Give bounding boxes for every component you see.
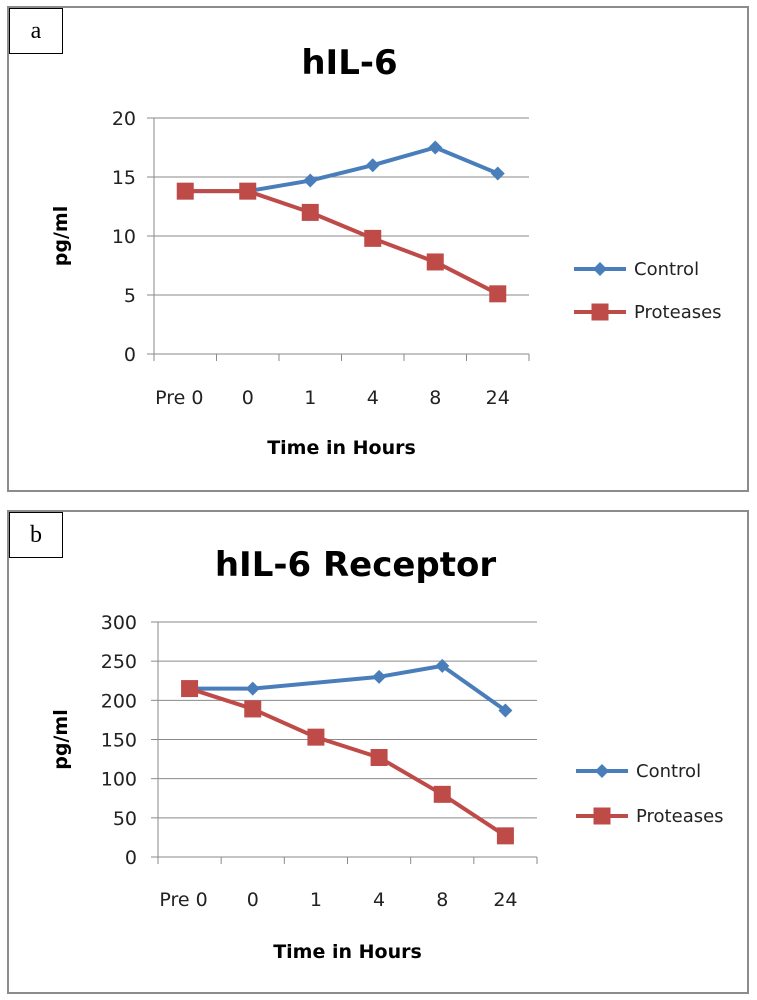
series-line-proteases <box>185 189 499 296</box>
data-point <box>428 140 443 155</box>
y-tick-label: 100 <box>101 769 137 791</box>
y-tick-label: 300 <box>101 612 137 634</box>
chart-panel-a: a hIL-6 0 5 10 15 20 Pre 0 0 1 4 8 24 Time in Hours p… <box>7 6 749 492</box>
x-tick-label: 1 <box>304 387 316 409</box>
legend-marker <box>595 764 609 778</box>
legend-entry-control: Control <box>574 259 699 280</box>
data-point <box>176 182 194 200</box>
data-point <box>245 681 260 696</box>
legend-label: Control <box>636 761 701 782</box>
data-point <box>307 728 325 746</box>
y-tick-label: 200 <box>101 690 137 712</box>
data-point <box>364 229 382 247</box>
data-point <box>370 749 388 767</box>
data-point <box>426 253 444 271</box>
chart-hil6-receptor: hIL-6 Receptor 0 50 100 150 200 250 300 Pre 0 0 1 4… <box>50 545 724 963</box>
y-tick-label: 150 <box>101 730 137 752</box>
y-tick-label: 5 <box>124 285 136 307</box>
data-point <box>489 285 507 303</box>
x-tick-label: 24 <box>486 387 510 409</box>
data-point <box>496 827 514 845</box>
data-point <box>433 785 451 803</box>
x-axis-title: Time in Hours <box>273 941 422 963</box>
chart-title: hIL-6 <box>301 43 397 83</box>
series-proteases <box>181 680 514 845</box>
panel-label: b <box>9 512 63 558</box>
chart-panel-b: b hIL-6 Receptor 0 50 100 150 200 250 300 Pre 0 0… <box>7 510 749 994</box>
y-tick-label: 0 <box>125 847 137 869</box>
y-tick-label: 15 <box>112 167 136 189</box>
legend-label: Control <box>634 259 699 280</box>
panel-label: a <box>9 8 63 54</box>
x-tick-label: 8 <box>436 889 448 911</box>
legend-entry-control: Control <box>576 761 701 782</box>
x-tick-label: 0 <box>247 889 259 911</box>
series-line-control <box>185 145 499 194</box>
legend-marker <box>591 303 609 321</box>
data-point <box>365 158 380 173</box>
chart-hil6: hIL-6 0 5 10 15 20 Pre 0 0 1 4 8 24 Time in Hours pg/… <box>50 43 722 459</box>
legend-marker <box>593 262 607 276</box>
x-tick-label: 4 <box>373 889 385 911</box>
x-tick-label: 0 <box>242 387 254 409</box>
y-tick-label: 20 <box>112 108 136 130</box>
y-axis-title: pg/ml <box>50 206 72 266</box>
data-point <box>435 658 450 673</box>
chart-title: hIL-6 Receptor <box>215 545 497 585</box>
data-point <box>372 669 387 684</box>
x-tick-label: 4 <box>367 387 379 409</box>
data-point <box>498 703 513 718</box>
x-tick-label: 24 <box>493 889 517 911</box>
series-proteases <box>176 182 507 303</box>
data-point <box>239 182 257 200</box>
data-point <box>490 166 505 181</box>
legend-label: Proteases <box>634 302 722 323</box>
series-line-proteases <box>188 686 507 838</box>
y-tick-label: 50 <box>113 808 137 830</box>
x-axis-title: Time in Hours <box>267 437 416 459</box>
x-tick-label: Pre 0 <box>159 889 207 911</box>
legend-entry-proteases: Proteases <box>576 806 724 827</box>
x-tick-label: 1 <box>310 889 322 911</box>
x-tick-label: Pre 0 <box>155 387 203 409</box>
y-tick-label: 0 <box>124 344 136 366</box>
y-axis-title: pg/ml <box>50 709 72 769</box>
legend-entry-proteases: Proteases <box>574 302 722 323</box>
data-point <box>303 173 318 188</box>
data-point <box>244 700 262 718</box>
data-point <box>181 680 199 698</box>
series-control <box>182 658 513 718</box>
x-tick-label: 8 <box>429 387 441 409</box>
y-tick-label: 10 <box>112 226 136 248</box>
data-point <box>301 203 319 221</box>
legend-label: Proteases <box>636 806 724 827</box>
legend-marker <box>593 807 611 825</box>
y-tick-label: 250 <box>101 651 137 673</box>
